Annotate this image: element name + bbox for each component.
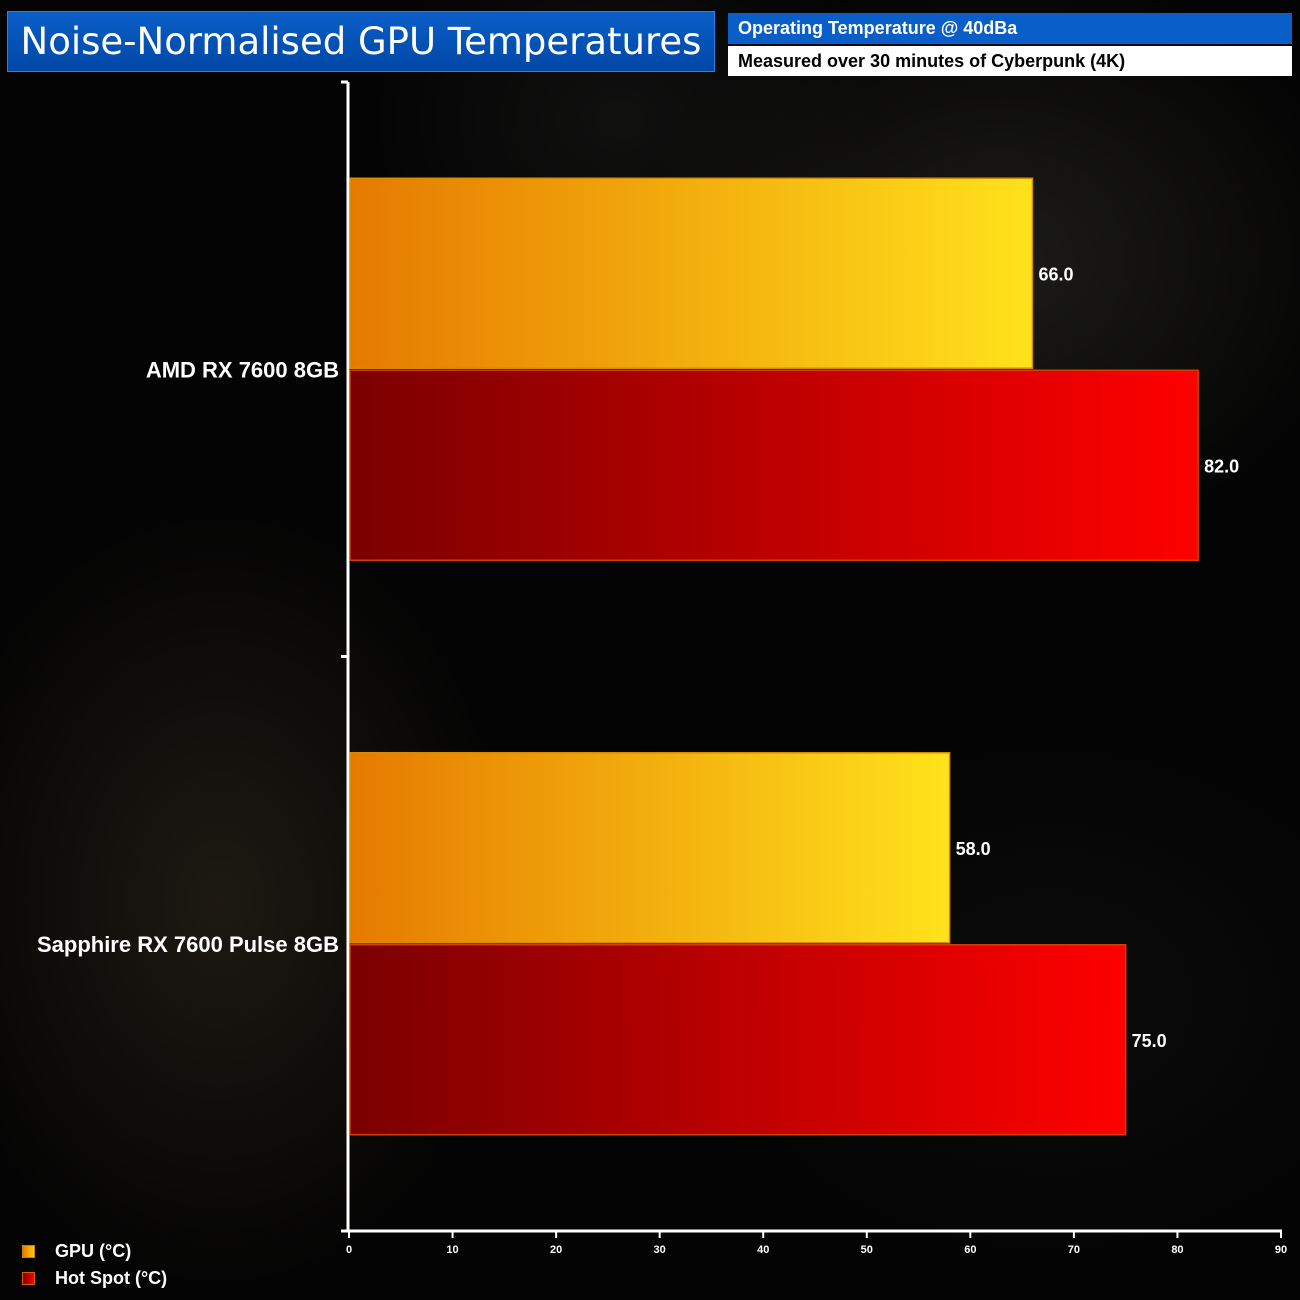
x-tick-label: 10	[446, 1244, 458, 1256]
bar-value-label: 82.0	[1204, 456, 1239, 476]
legend-item-gpu: GPU (°C)	[22, 1238, 167, 1265]
bar	[349, 369, 1199, 561]
bar	[349, 752, 951, 944]
x-tick-label: 70	[1068, 1244, 1080, 1256]
legend-item-hotspot: Hot Spot (°C)	[22, 1265, 167, 1292]
category-label: AMD RX 7600 8GB	[146, 357, 339, 382]
legend-label-hotspot: Hot Spot (°C)	[55, 1268, 168, 1288]
bar	[349, 177, 1034, 369]
legend: GPU (°C) Hot Spot (°C)	[22, 1238, 167, 1292]
legend-label-gpu: GPU (°C)	[55, 1241, 132, 1261]
x-tick-label: 80	[1171, 1244, 1183, 1256]
category-label: Sapphire RX 7600 Pulse 8GB	[37, 932, 339, 957]
bar	[349, 944, 1127, 1136]
bar-value-label: 66.0	[1038, 264, 1073, 284]
subtitle-detail: Measured over 30 minutes of Cyberpunk (4…	[728, 46, 1292, 76]
bar-value-label: 75.0	[1132, 1031, 1167, 1051]
legend-swatch-gpu	[22, 1245, 35, 1258]
x-tick-label: 40	[757, 1244, 769, 1256]
chart-title: Noise-Normalised GPU Temperatures	[20, 20, 702, 63]
bar-value-label: 58.0	[956, 839, 991, 859]
subtitle-banner: Operating Temperature @ 40dBa	[728, 13, 1292, 44]
legend-swatch-hotspot	[22, 1272, 35, 1285]
x-tick-label: 60	[964, 1244, 976, 1256]
x-tick-label: 0	[346, 1244, 352, 1256]
x-tick-label: 50	[861, 1244, 873, 1256]
x-tick-label: 90	[1275, 1244, 1287, 1256]
x-tick-label: 30	[654, 1244, 666, 1256]
title-banner: Noise-Normalised GPU Temperatures	[7, 11, 715, 72]
x-tick-label: 20	[550, 1244, 562, 1256]
